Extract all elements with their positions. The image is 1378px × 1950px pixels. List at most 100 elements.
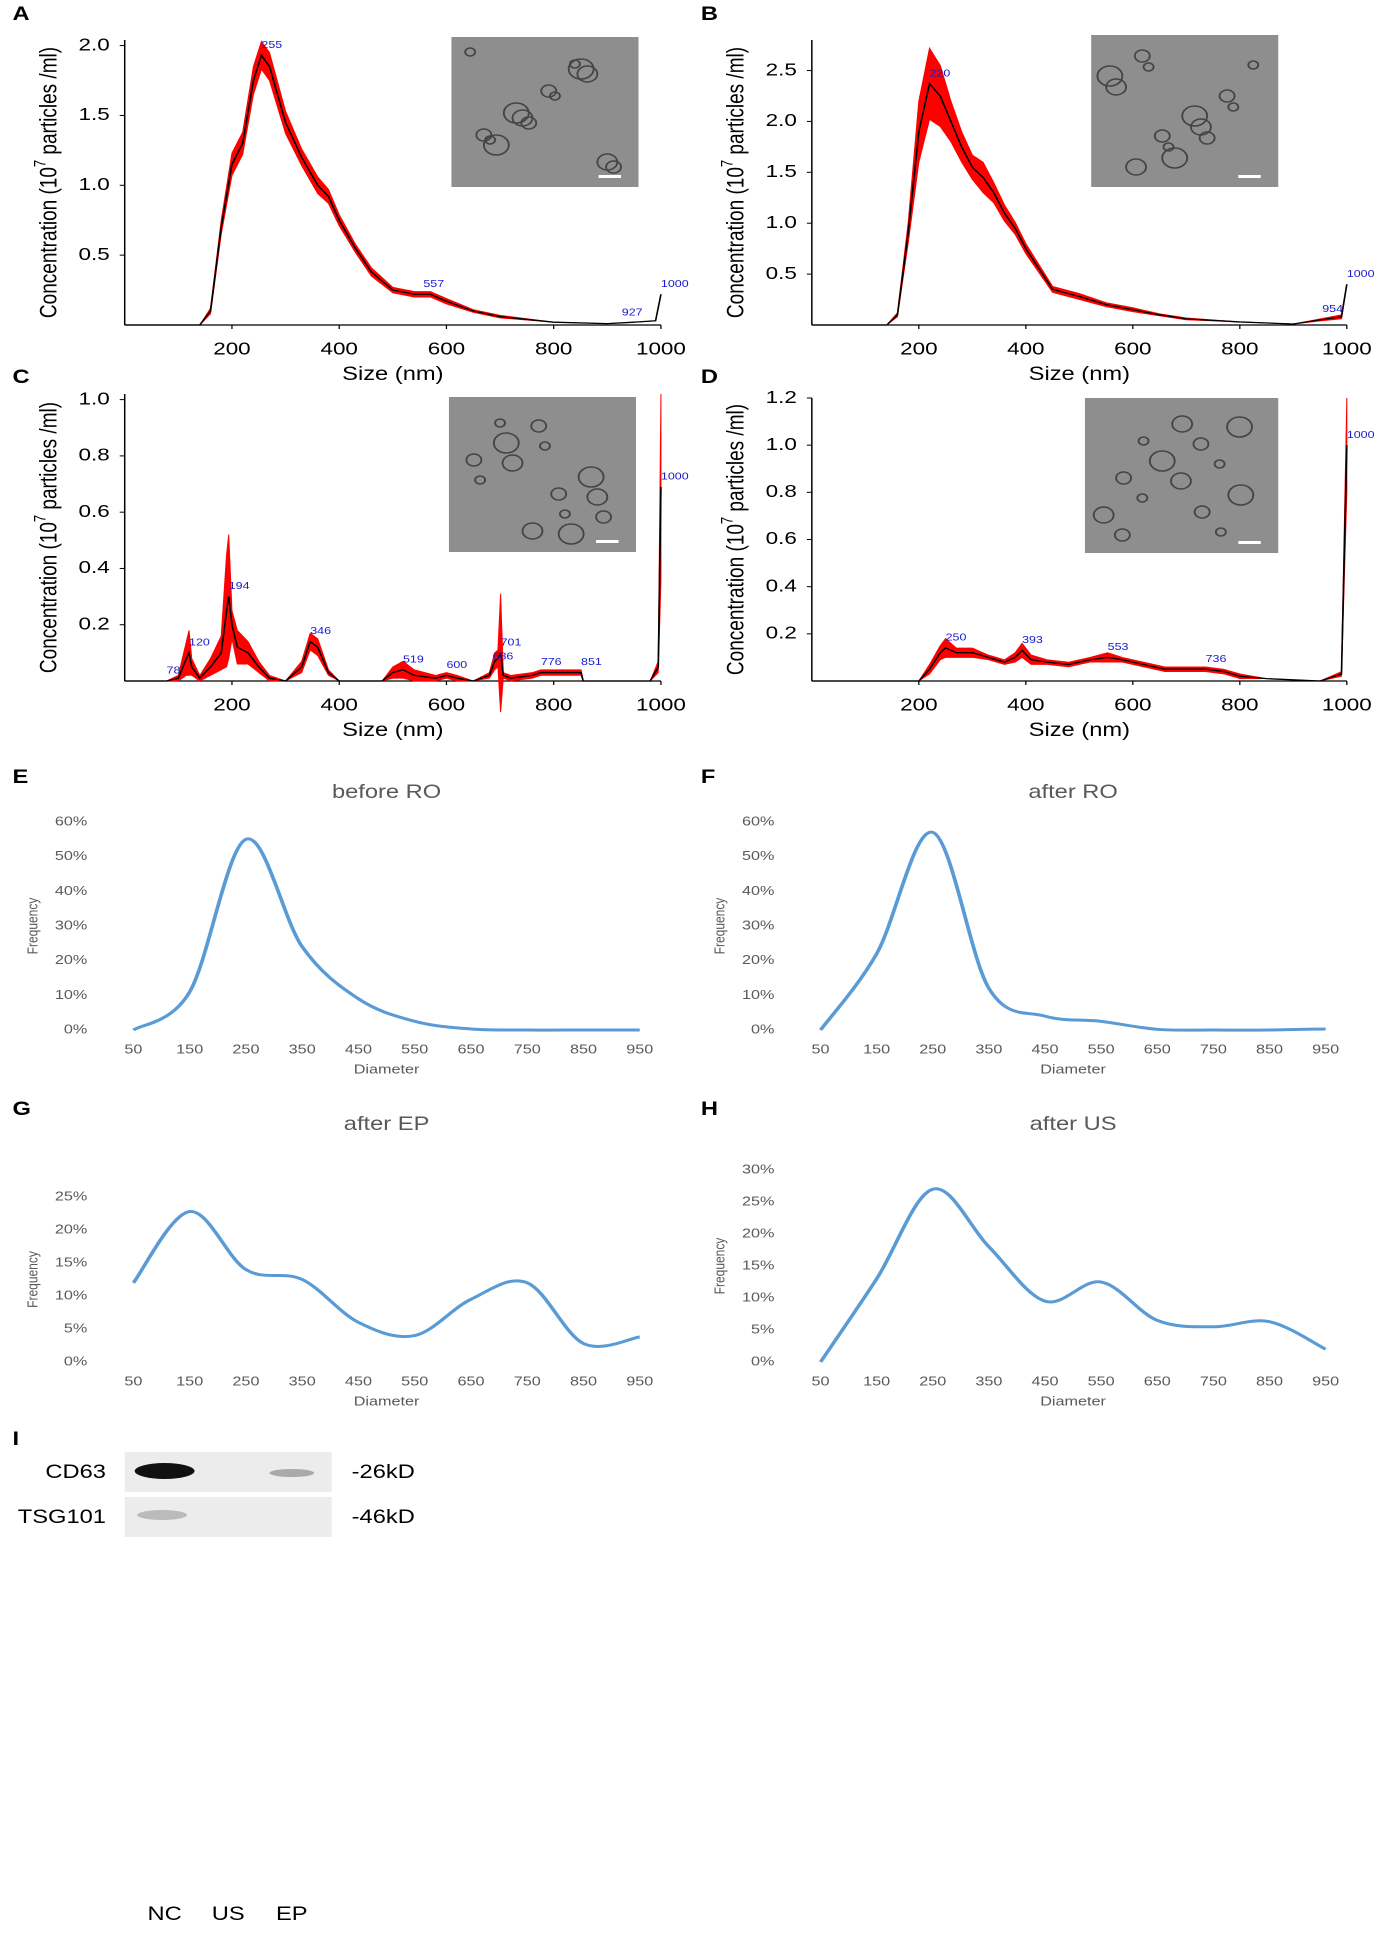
x-tick-label: 600 (1114, 340, 1151, 359)
inset-vesicle (596, 153, 619, 171)
x-tick-label: 450 (1032, 1043, 1059, 1057)
inset-vesicle (465, 453, 483, 467)
x-tick-label: 550 (401, 1043, 428, 1057)
x-tick-label: 850 (570, 1043, 597, 1057)
y-tick-label: 50% (55, 849, 87, 863)
x-tick-label: 50 (812, 1043, 830, 1057)
peak-label: 220 (930, 68, 951, 79)
inset-vesicle (1096, 65, 1124, 87)
y-tick-label: 0.5 (766, 264, 797, 283)
scale-bar (596, 540, 619, 543)
y-axis-label-part: 7 (32, 515, 50, 522)
y-axis-label-part: particles /ml) (35, 402, 61, 515)
data-line (124, 53, 662, 326)
lane-label: EP (276, 1903, 308, 1924)
inset-vesicle (1227, 102, 1240, 112)
y-tick-label: 1.0 (766, 213, 797, 232)
peak-label: 519 (403, 654, 424, 665)
panel-letter: A (12, 3, 29, 24)
y-tick-label: 50% (742, 849, 774, 863)
chart-title: after RO (1028, 781, 1118, 802)
y-tick-label: 20% (55, 953, 87, 967)
x-tick-label: 950 (1312, 1375, 1339, 1389)
chart-title: after EP (344, 1113, 430, 1134)
x-axis-label: Diameter (354, 1063, 420, 1077)
inset-vesicle (464, 47, 477, 57)
y-tick-label: 1.0 (79, 389, 110, 408)
inset-vesicle (1192, 437, 1210, 451)
blot: I CD63 TSG101 -26kD -46kD NC US EP (12, 1428, 414, 1924)
x-tick-label: 450 (345, 1043, 372, 1057)
x-tick-label: 1000 (636, 696, 686, 715)
y-tick-label: 10% (55, 1289, 87, 1303)
panel-letter: C (12, 366, 29, 387)
inset-vesicle (1190, 118, 1212, 136)
inset-vesicle (1213, 459, 1226, 469)
peak-label: 78 (167, 666, 181, 677)
inset-vesicle (1136, 493, 1149, 503)
chart-title: after US (1030, 1113, 1117, 1134)
x-tick-label: 50 (812, 1375, 830, 1389)
y-tick-label: 0.4 (79, 558, 110, 577)
peak-label: 701 (501, 638, 522, 649)
x-tick-label: 350 (289, 1043, 316, 1057)
size-label: -26kD (352, 1461, 415, 1482)
peak-label: 557 (423, 279, 444, 290)
data-line (132, 837, 640, 1032)
panel-letter: G (12, 1098, 30, 1119)
panel: C 0.2 0.4 0.6 0.8 1.0 200 400 600 800 1000 Size (nm… (12, 366, 688, 740)
peak-label: 851 (581, 657, 602, 668)
inset-vesicle (557, 523, 585, 545)
x-tick-label: 1000 (636, 340, 686, 359)
y-tick-label: 5% (64, 1322, 87, 1336)
data-line (818, 830, 1326, 1032)
panel: G 0% 5% 10% 15% 20% 25% 50 150 250 350 450 550 650 750… (12, 1098, 653, 1409)
panel: A 0.5 1.0 1.5 2.0 200 400 600 800 1000 Size (nm) Co… (12, 3, 688, 384)
x-tick-label: 600 (428, 340, 465, 359)
y-axis-label-part: Concentration (10 (35, 522, 61, 673)
inset-vesicle (1133, 49, 1151, 63)
data-line (811, 82, 1348, 326)
inset-vesicle (1162, 142, 1175, 152)
y-axis-label: Concentration (107 particles /ml) (32, 47, 62, 318)
y-tick-label: 25% (55, 1190, 87, 1204)
peak-label: 600 (446, 660, 467, 671)
panel-letter: E (12, 766, 28, 787)
y-tick-label: 0.6 (79, 502, 110, 521)
inset-vesicle (501, 454, 524, 472)
size-label: -46kD (352, 1506, 415, 1527)
panel-letter: D (701, 366, 718, 387)
y-axis-label-part: particles /ml) (722, 47, 748, 160)
inset-vesicle (586, 488, 609, 506)
peak-label: 553 (1108, 642, 1129, 653)
peak-label: 1000 (661, 279, 689, 290)
peak-label: 393 (1022, 635, 1043, 646)
y-axis-label-part: particles /ml) (35, 47, 61, 160)
y-tick-label: 0% (64, 1355, 87, 1369)
y-axis-label: Frequency (24, 1251, 41, 1308)
y-tick-label: 20% (742, 953, 774, 967)
inset-vesicle (1125, 158, 1147, 176)
y-tick-label: 1.5 (79, 105, 110, 124)
x-tick-label: 400 (320, 696, 357, 715)
y-tick-label: 10% (742, 988, 774, 1002)
inset-vesicle (568, 59, 581, 69)
scale-bar (1238, 541, 1261, 544)
y-tick-label: 15% (55, 1256, 87, 1270)
inset-vesicle (1148, 450, 1176, 472)
inset-vesicle (520, 116, 538, 130)
inset-vesicle (1153, 129, 1171, 143)
inset-vesicle (1170, 472, 1192, 490)
peak-label: 346 (310, 626, 331, 637)
x-axis-label: Diameter (1040, 1395, 1106, 1409)
peak-label: 927 (622, 308, 643, 319)
y-tick-label: 0.8 (766, 482, 797, 501)
inset-image (451, 37, 639, 187)
y-tick-label: 1.0 (79, 175, 110, 194)
inset-vesicle (1142, 62, 1155, 72)
data-line (124, 486, 662, 682)
x-tick-label: 400 (320, 340, 357, 359)
x-tick-label: 250 (919, 1375, 946, 1389)
panel-letter: B (701, 3, 718, 24)
x-tick-label: 650 (457, 1043, 484, 1057)
